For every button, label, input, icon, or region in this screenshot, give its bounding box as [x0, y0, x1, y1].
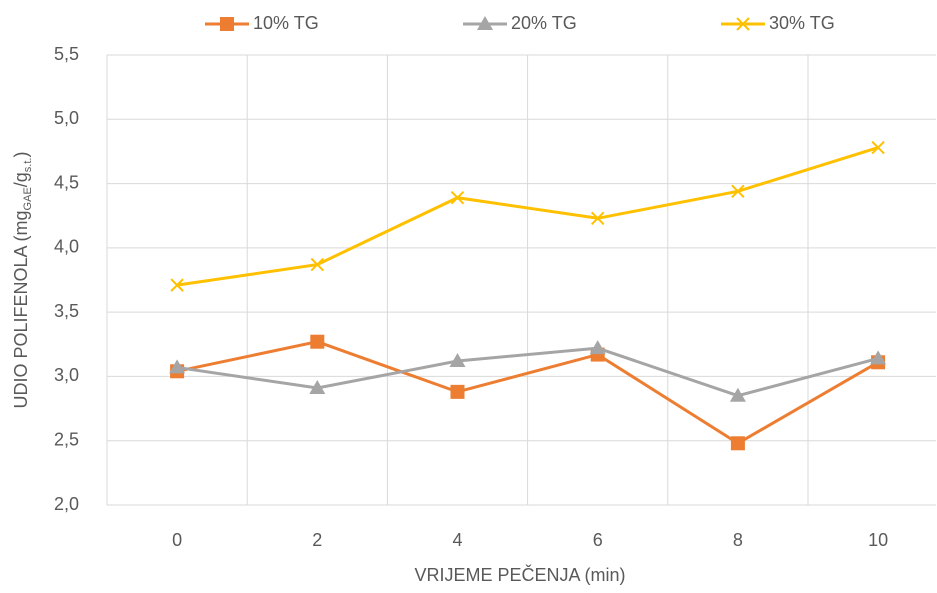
- legend-label: 10% TG: [253, 13, 319, 33]
- x-tick-label: 10: [868, 530, 888, 550]
- legend-marker: [736, 17, 750, 31]
- y-tick-label: 2,0: [54, 494, 79, 514]
- data-point: [730, 436, 745, 451]
- legend-marker: [220, 17, 234, 31]
- data-point: [590, 211, 605, 225]
- y-tick-label: 3,5: [54, 301, 79, 321]
- y-label-part: /g: [11, 172, 31, 187]
- data-point: [309, 380, 326, 394]
- data-point: [870, 350, 887, 365]
- data-point: [310, 257, 325, 272]
- y-label-part: UDIO POLIFENOLA (mg: [11, 210, 31, 408]
- y-tick-label: 3,0: [54, 365, 79, 385]
- y-tick-label: 4,0: [54, 237, 79, 257]
- y-axis-label: UDIO POLIFENOLA (mgGAE/gs.t.): [11, 152, 34, 409]
- data-point: [449, 353, 466, 367]
- x-tick-label: 8: [733, 530, 743, 550]
- data-point: [450, 384, 465, 399]
- x-tick-label: 2: [312, 530, 322, 550]
- x-tick-label: 4: [452, 530, 462, 550]
- data-point: [731, 184, 745, 198]
- series-line: [176, 346, 879, 398]
- data-point: [450, 191, 465, 205]
- y-tick-label: 5,5: [54, 44, 79, 64]
- y-tick-label: 2,5: [54, 429, 79, 449]
- x-tick-label: 0: [172, 530, 182, 550]
- y-label-sub: GAE: [22, 187, 34, 210]
- x-tick-label: 6: [593, 530, 603, 550]
- series-line: [176, 340, 879, 446]
- y-tick-label: 4,5: [54, 172, 79, 192]
- data-point: [169, 359, 186, 374]
- data-point: [729, 387, 746, 402]
- legend-label: 30% TG: [769, 13, 835, 33]
- legend-label: 20% TG: [511, 13, 577, 33]
- series-line: [176, 146, 879, 287]
- y-tick-label: 5,0: [54, 108, 79, 128]
- y-label-part: ): [11, 152, 31, 158]
- data-point: [310, 334, 325, 349]
- data-point: [170, 278, 184, 292]
- y-label-sub: s.t.: [22, 158, 34, 173]
- data-point: [871, 140, 885, 155]
- x-axis-label: VRIJEME PEČENJA (min): [414, 564, 625, 585]
- legend-marker: [477, 16, 493, 30]
- data-point: [589, 340, 606, 355]
